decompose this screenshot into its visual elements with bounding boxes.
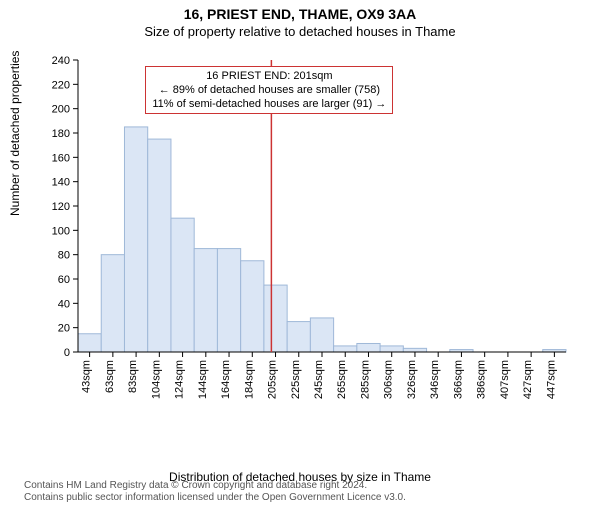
y-tick-label: 100 <box>52 225 70 237</box>
y-tick-label: 240 <box>52 55 70 67</box>
x-tick-label: 407sqm <box>499 360 511 399</box>
footer-attribution: Contains HM Land Registry data © Crown c… <box>24 480 406 504</box>
caption-line-1: 16 PRIEST END: 201sqm <box>152 69 386 83</box>
y-tick-label: 160 <box>52 152 70 164</box>
x-tick-label: 184sqm <box>243 360 255 399</box>
x-tick-label: 144sqm <box>197 360 209 399</box>
histogram-bar <box>357 343 380 352</box>
chart-container: 0 20 40 60 80 100 120 140 160 180 200 220 240 43sqm 63… <box>36 52 576 422</box>
caption-line-3: 11% of semi-detached houses are larger (… <box>152 97 386 111</box>
histogram-bar <box>124 127 147 352</box>
y-tick-label: 60 <box>58 274 70 286</box>
y-tick-label: 80 <box>58 250 70 262</box>
footer-line-2: Contains public sector information licen… <box>24 492 406 504</box>
y-tick-label: 0 <box>64 347 70 359</box>
y-tick-label: 120 <box>52 201 70 213</box>
y-tick-label: 20 <box>58 323 70 335</box>
caption-line-2: ← 89% of detached houses are smaller (75… <box>152 83 386 97</box>
histogram-bar <box>287 322 310 352</box>
histogram-bar <box>171 218 194 352</box>
histogram-bar <box>217 249 240 352</box>
x-tick-label: 366sqm <box>452 360 464 399</box>
histogram-bar <box>101 255 124 352</box>
histogram-bar <box>334 346 357 352</box>
y-axis-label: Number of detached properties <box>8 51 22 216</box>
histogram-bar <box>310 318 333 352</box>
x-tick-label: 205sqm <box>267 360 279 399</box>
x-tick-label: 225sqm <box>290 360 302 399</box>
x-tick-label: 63sqm <box>104 360 116 393</box>
x-tick-label: 447sqm <box>545 360 557 399</box>
x-tick-label: 427sqm <box>522 360 534 399</box>
x-tick-label: 164sqm <box>220 360 232 399</box>
page-subtitle: Size of property relative to detached ho… <box>0 24 600 39</box>
x-tick-label: 326sqm <box>406 360 418 399</box>
footer-line-1: Contains HM Land Registry data © Crown c… <box>24 480 406 492</box>
x-tick-label: 306sqm <box>383 360 395 399</box>
histogram-bar <box>403 348 426 352</box>
x-tick-label: 124sqm <box>174 360 186 399</box>
histogram-bar <box>264 285 287 352</box>
x-tick-label: 83sqm <box>127 360 139 393</box>
y-tick-label: 40 <box>58 298 70 310</box>
y-tick-label: 180 <box>52 128 70 140</box>
y-tick-label: 220 <box>52 79 70 91</box>
x-tick-label: 245sqm <box>313 360 325 399</box>
x-tick-label: 265sqm <box>336 360 348 399</box>
marker-caption-box: 16 PRIEST END: 201sqm ← 89% of detached … <box>145 66 393 114</box>
x-tick-label: 43sqm <box>81 360 93 393</box>
x-tick-label: 386sqm <box>476 360 488 399</box>
x-tick-label: 346sqm <box>429 360 441 399</box>
page-title: 16, PRIEST END, THAME, OX9 3AA <box>0 6 600 22</box>
histogram-bar <box>380 346 403 352</box>
y-tick-label: 140 <box>52 177 70 189</box>
histogram-bar <box>148 139 171 352</box>
x-tick-label: 285sqm <box>359 360 371 399</box>
x-tick-label: 104sqm <box>150 360 162 399</box>
y-tick-label: 200 <box>52 104 70 116</box>
histogram-bar <box>194 249 217 352</box>
histogram-bar <box>78 334 101 352</box>
histogram-bar <box>241 261 264 352</box>
